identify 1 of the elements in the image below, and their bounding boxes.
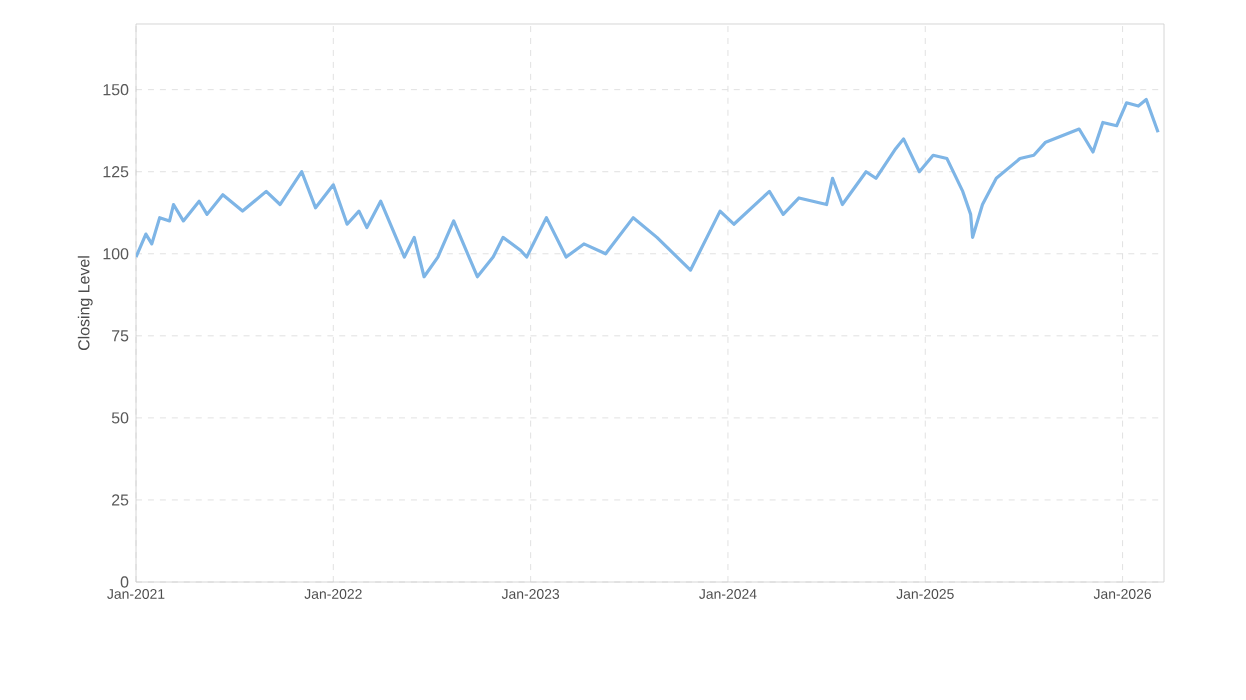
line-series xyxy=(136,97,1160,279)
